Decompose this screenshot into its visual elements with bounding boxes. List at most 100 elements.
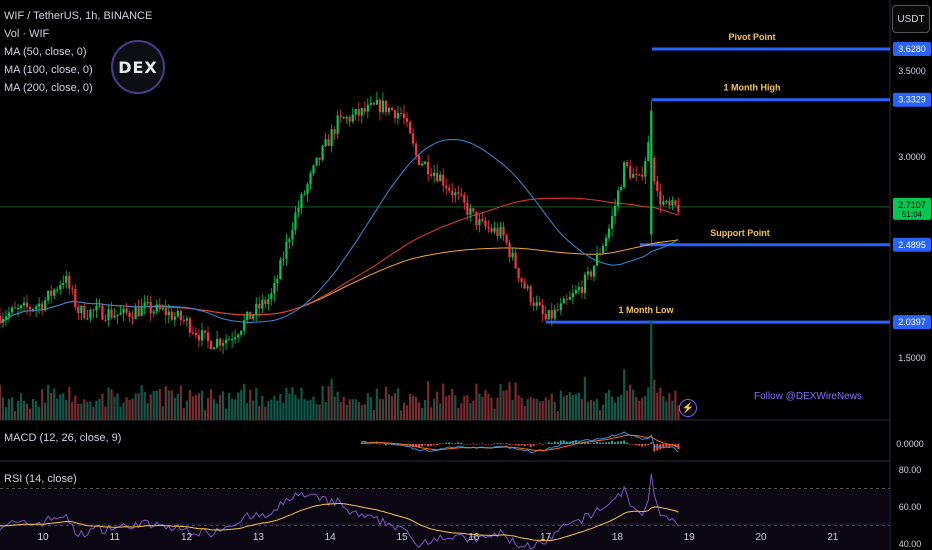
macd-histogram-bar	[647, 444, 650, 446]
volume-bar	[360, 405, 363, 420]
macd-histogram-bar	[366, 443, 369, 445]
volume-bar	[668, 393, 671, 420]
volume-bar	[614, 402, 617, 420]
macd-histogram-bar	[529, 444, 532, 447]
candle	[393, 110, 397, 119]
candle	[484, 220, 487, 227]
volume-bar	[255, 387, 258, 420]
volume-bar	[505, 390, 508, 420]
candle	[209, 341, 213, 350]
candle	[116, 314, 119, 316]
macd-histogram-bar	[617, 441, 620, 444]
volume-bar	[143, 391, 146, 420]
candle	[460, 193, 463, 195]
volume-bar	[421, 407, 424, 420]
macd-histogram-bar	[514, 444, 517, 446]
candle	[499, 226, 502, 237]
volume-bar	[481, 396, 484, 420]
volume-bar	[604, 392, 608, 420]
candle	[158, 304, 161, 310]
candle	[41, 303, 44, 311]
candle	[408, 121, 412, 134]
candle	[188, 318, 192, 333]
candle	[35, 306, 38, 309]
volume-bar	[140, 385, 143, 420]
candle	[478, 219, 481, 226]
volume-bar	[454, 395, 457, 420]
volume-bar	[224, 408, 228, 420]
candle	[508, 242, 511, 258]
macd-histogram-bar	[511, 444, 514, 445]
macd-histogram-bar	[415, 444, 418, 447]
candle	[68, 275, 71, 289]
volume-bar	[674, 390, 677, 420]
candle	[580, 287, 584, 293]
macd-histogram-bar	[538, 443, 541, 444]
volume-bar	[22, 400, 26, 420]
volume-bar	[282, 403, 285, 420]
volume-bar	[580, 398, 584, 420]
rsi-axis-label: 40.00	[899, 539, 922, 549]
macd-histogram-bar	[469, 444, 472, 445]
volume-bar	[161, 406, 164, 420]
macd-histogram-bar	[620, 441, 623, 444]
volume-bar	[589, 399, 593, 420]
volume-bar	[390, 396, 394, 420]
volume-bar	[562, 396, 565, 420]
candle	[427, 161, 430, 175]
volume-bar	[249, 390, 252, 420]
candle	[206, 332, 210, 342]
macd-histogram-bar	[484, 444, 487, 445]
macd-histogram-bar	[614, 442, 617, 444]
macd-histogram-bar	[544, 443, 547, 445]
volume-bar	[35, 401, 38, 420]
macd-histogram-bar	[629, 444, 632, 445]
macd-axis-label: 0.0000	[896, 439, 924, 449]
candle	[629, 166, 632, 178]
candle	[620, 186, 623, 191]
volume-bar	[246, 402, 249, 420]
candle	[421, 163, 424, 166]
volume-bar	[300, 387, 303, 420]
volume-bar	[378, 398, 381, 420]
candle	[324, 139, 327, 146]
time-axis-label: 18	[612, 532, 624, 543]
candle	[674, 200, 677, 205]
volume-bar	[104, 406, 107, 420]
candle	[538, 302, 541, 306]
macd-histogram-bar	[409, 444, 412, 446]
volume-bar	[288, 393, 291, 420]
volume-bar	[553, 401, 556, 420]
volume-legend: Vol · WIF	[4, 28, 50, 40]
candle	[119, 312, 122, 315]
currency-button[interactable]: USDT	[892, 5, 930, 33]
macd-histogram-bar	[433, 444, 436, 445]
ma200-legend: MA (200, close, 0)	[4, 82, 93, 94]
volume-bar	[535, 398, 538, 420]
macd-histogram-bar	[457, 442, 460, 444]
volume-bar	[270, 399, 273, 420]
candle	[641, 174, 644, 177]
volume-bar	[218, 394, 222, 420]
candle	[318, 157, 321, 160]
volume-bar	[348, 399, 351, 420]
candle	[62, 283, 65, 286]
volume-bar	[68, 386, 71, 420]
candle	[532, 302, 535, 307]
volume-bar	[92, 407, 95, 420]
candle	[294, 212, 297, 231]
candle	[321, 145, 324, 160]
volume-bar	[351, 399, 354, 420]
candle	[496, 228, 499, 237]
volume-bar	[243, 383, 246, 420]
price-axis-label: 3.5000	[898, 66, 926, 76]
lightning-icon[interactable]: ⚡	[679, 399, 697, 417]
volume-bar	[556, 411, 559, 420]
macd-histogram-bar	[451, 443, 454, 444]
candle	[601, 245, 605, 254]
volume-bar	[215, 403, 219, 420]
candle	[529, 286, 532, 303]
volume-bar	[59, 394, 62, 420]
volume-bar	[466, 395, 469, 420]
